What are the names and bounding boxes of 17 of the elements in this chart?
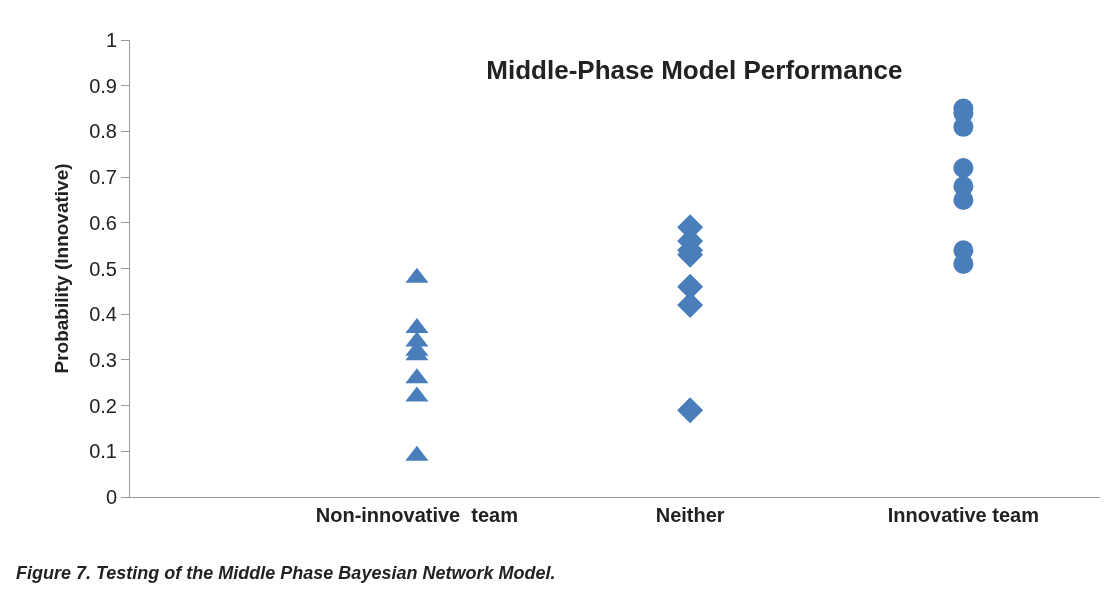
y-tick-label: 1 (105, 29, 117, 51)
y-tick-label: 0.7 (89, 166, 117, 189)
y-tick-label: 0.9 (89, 74, 117, 97)
text: Middle-Phase Model Performance (486, 54, 903, 85)
x-tick-label: Neither (655, 504, 725, 526)
y-tick-label: 0.8 (89, 120, 117, 143)
x-tick-label: Non-innovative team (315, 504, 519, 526)
y-tick-label: 0.6 (89, 211, 117, 234)
y-tick-label: 0 (105, 486, 117, 508)
y-tick-label: 0.3 (89, 348, 117, 371)
y-tick-label: 0.1 (89, 440, 117, 463)
y-tick-label: 0.5 (89, 257, 117, 280)
y-tick-label: 0.2 (89, 394, 117, 417)
y-axis-title: Probability (Innovative) (51, 163, 73, 374)
y-tick-label: 0.4 (89, 303, 117, 326)
x-tick-label: Innovative team (887, 504, 1039, 526)
caption: Figure 7. Testing of the Middle Phase Bayesian Network Model. (16, 563, 556, 583)
